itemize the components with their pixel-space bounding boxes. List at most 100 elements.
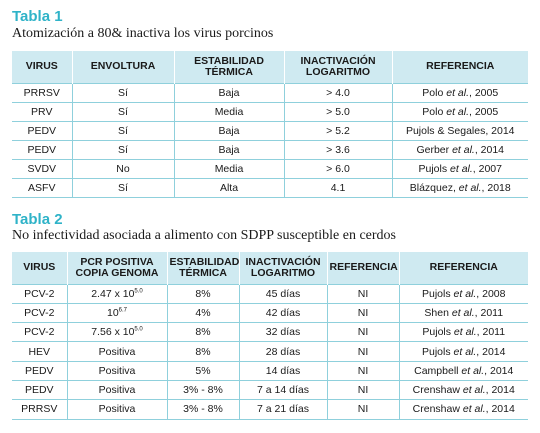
table1: VIRUS ENVOLTURA ESTABILIDAD TÉRMICA INAC… xyxy=(12,51,528,198)
cell-estabilidad: Media xyxy=(173,158,284,178)
ref-author: Shen xyxy=(424,306,452,319)
cell-estabilidad: 8% xyxy=(166,322,239,342)
cell-referencia: Pujols et al., 2007 xyxy=(391,158,528,178)
cell-referencia: Crenshaw et al., 2014 xyxy=(398,379,528,400)
cell-estabilidad: 8% xyxy=(166,283,239,304)
cell-referencia: Blázquez, et al., 2018 xyxy=(391,177,528,198)
table-row: PRRSV Positiva 3% - 8% 7 a 21 días NI Crensha… xyxy=(12,399,528,420)
cell-virus: SVDV xyxy=(12,158,72,178)
ref-author: Crenshaw xyxy=(412,384,463,397)
pcr-base: Positiva xyxy=(98,364,136,377)
table-row: PRRSV Sí Baja > 4.0 Polo et al., 2005 xyxy=(12,82,528,102)
cell-referencia: Polo et al., 2005 xyxy=(391,101,528,121)
cell-pcr: Positiva xyxy=(66,399,167,420)
cell-estabilidad: Baja xyxy=(173,139,284,159)
table2: VIRUS PCR POSITIVA COPIA GENOMA ESTABILI… xyxy=(12,252,528,420)
cell-inactivacion: 32 días xyxy=(238,322,327,342)
cell-pcr: 106.7 xyxy=(66,302,167,323)
table1-title: Tabla 1 xyxy=(12,8,63,25)
ref-year: , 2014 xyxy=(474,143,505,156)
ref-year: , 2011 xyxy=(474,306,504,319)
col-header-inactivacion: INACTIVACIÓN LOGARITMO xyxy=(238,252,327,284)
cell-inactivacion: > 3.6 xyxy=(283,139,392,159)
cell-inactivacion: 7 a 21 días xyxy=(238,399,327,420)
cell-virus: PCV-2 xyxy=(12,302,67,323)
cell-envoltura: No xyxy=(71,158,174,178)
cell-envoltura: Sí xyxy=(71,139,174,159)
cell-envoltura: Sí xyxy=(71,82,174,102)
cell-envoltura: Sí xyxy=(71,101,174,121)
ref-etal: et al. xyxy=(450,162,473,175)
ref-year: , 2018 xyxy=(481,181,511,194)
pcr-base: 10 xyxy=(106,306,119,319)
cell-inactivacion: 28 días xyxy=(238,341,327,362)
col-header-envoltura: ENVOLTURA xyxy=(71,51,174,83)
ref-author: Pujols & Segales, 2014 xyxy=(405,124,515,137)
ref-year: , 2007 xyxy=(472,162,502,175)
ref-author: Blázquez, xyxy=(409,181,459,194)
cell-pcr: Positiva xyxy=(66,341,167,362)
ref-etal: et al. xyxy=(451,306,475,319)
cell-pcr: Positiva xyxy=(66,379,167,400)
ref-etal: et al. xyxy=(453,287,477,300)
cell-inactivacion: 45 días xyxy=(238,283,327,304)
col-header-virus: VIRUS xyxy=(12,252,67,284)
ref-year: , 2014 xyxy=(476,345,506,358)
cell-virus: PRRSV xyxy=(12,399,67,420)
cell-referencia: Polo et al., 2005 xyxy=(391,82,528,102)
table-row: PEDV Sí Baja > 5.2 Pujols & Segales, 2014 xyxy=(12,120,528,140)
table-row: PCV-2 7.56 x 105.0 8% 32 días NI Pujols et al… xyxy=(12,322,528,342)
pcr-base: Positiva xyxy=(98,384,136,397)
table-row: PEDV Sí Baja > 3.6 Gerber et al., 2014 xyxy=(12,139,528,159)
cell-virus: PEDV xyxy=(12,360,67,381)
cell-envoltura: Sí xyxy=(71,120,174,140)
cell-referencia: Shen et al., 2011 xyxy=(398,302,528,323)
cell-referencia-ni: NI xyxy=(326,341,399,362)
cell-envoltura: Sí xyxy=(71,177,174,198)
cell-referencia: Pujols et al., 2011 xyxy=(398,322,528,342)
col-header-pcr: PCR POSITIVA COPIA GENOMA xyxy=(66,252,167,284)
ref-etal: et al. xyxy=(462,403,486,416)
cell-pcr: 2.47 x 105.0 xyxy=(66,283,167,304)
cell-virus: PEDV xyxy=(12,139,72,159)
ref-etal: et al. xyxy=(462,384,486,397)
ref-etal: et al. xyxy=(458,181,482,194)
cell-estabilidad: 8% xyxy=(166,341,239,362)
cell-inactivacion: 14 días xyxy=(238,360,327,381)
col-header-virus: VIRUS xyxy=(12,51,72,83)
cell-virus: ASFV xyxy=(12,177,72,198)
ref-author: Pujols xyxy=(422,287,454,300)
cell-estabilidad: 3% - 8% xyxy=(166,379,239,400)
table-row: PEDV Positiva 3% - 8% 7 a 14 días NI Crenshaw… xyxy=(12,379,528,400)
ref-etal: et al. xyxy=(446,86,469,99)
cell-referencia: Pujols & Segales, 2014 xyxy=(391,120,528,140)
table-row: PEDV Positiva 5% 14 días NI Campbell et al., … xyxy=(12,360,528,381)
col-header-referencia-ni: REFERENCIA xyxy=(326,252,399,284)
ref-etal: et al. xyxy=(446,105,469,118)
ref-year: , 2014 xyxy=(485,384,515,397)
cell-estabilidad: 5% xyxy=(166,360,239,381)
col-header-estabilidad: ESTABILIDAD TÉRMICA xyxy=(173,51,284,83)
table-row: PRV Sí Media > 5.0 Polo et al., 2005 xyxy=(12,101,528,121)
table-row: PCV-2 106.7 4% 42 días NI Shen et al., 2011 xyxy=(12,302,528,323)
pcr-exponent: 5.0 xyxy=(134,288,143,295)
cell-estabilidad: Baja xyxy=(173,82,284,102)
cell-pcr: 7.56 x 105.0 xyxy=(66,322,167,342)
ref-etal: et al. xyxy=(461,364,485,377)
ref-author: Polo xyxy=(422,86,447,99)
cell-inactivacion: > 4.0 xyxy=(283,82,392,102)
table-row: ASFV Sí Alta 4.1 Blázquez, et al., 2018 xyxy=(12,177,528,198)
cell-referencia-ni: NI xyxy=(326,379,399,400)
pcr-exponent: 5.0 xyxy=(134,326,143,333)
cell-referencia: Pujols et al., 2014 xyxy=(398,341,528,362)
ref-author: Pujols xyxy=(422,326,454,339)
ref-year: , 2005 xyxy=(469,105,499,118)
cell-referencia: Campbell et al., 2014 xyxy=(398,360,528,381)
ref-author: Campbell xyxy=(414,364,462,377)
cell-inactivacion: > 5.0 xyxy=(283,101,392,121)
ref-etal: et al. xyxy=(453,345,477,358)
col-header-referencia: REFERENCIA xyxy=(398,252,528,284)
pcr-base: 7.56 x 10 xyxy=(91,326,135,339)
table2-header-row: VIRUS PCR POSITIVA COPIA GENOMA ESTABILI… xyxy=(12,252,528,284)
cell-estabilidad: Alta xyxy=(173,177,284,198)
